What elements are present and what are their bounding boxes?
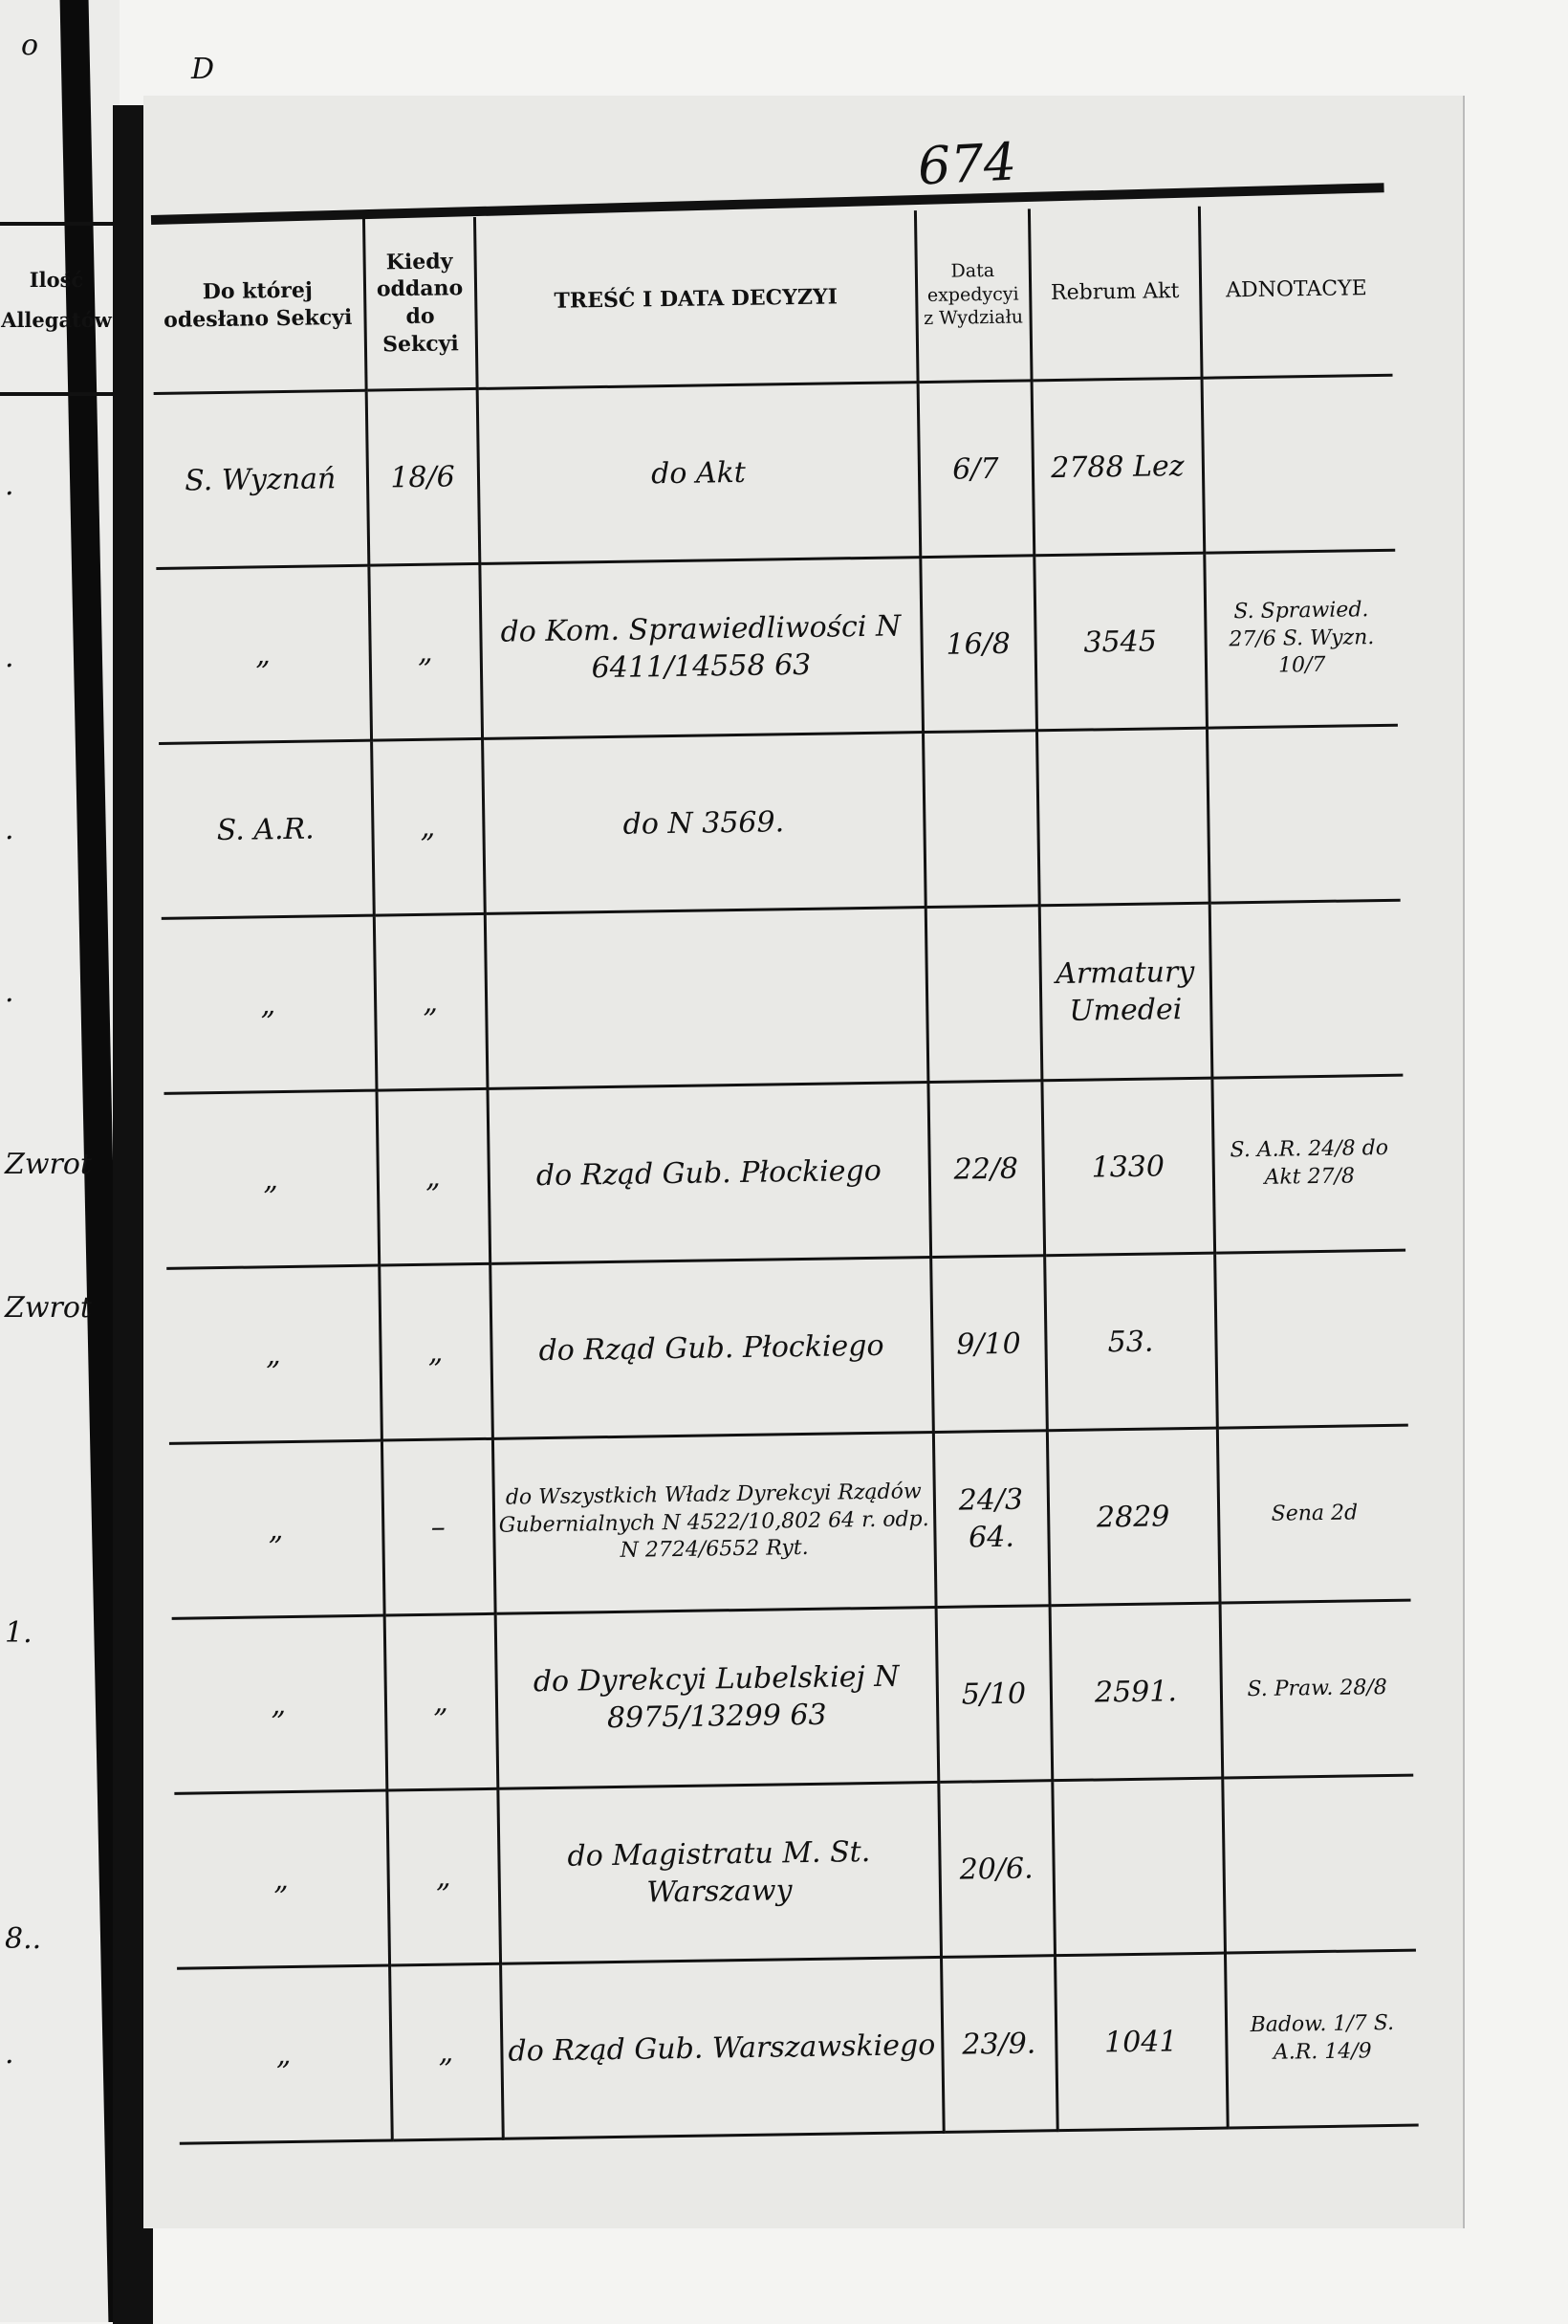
column-header-data-expedycyi: Data expedycyi z Wydziału [914, 208, 1032, 383]
left-page-note: . [5, 976, 14, 1009]
cell-kiedy: „ [386, 1788, 501, 1966]
table-row: „ „ do Magistratu M. St. Warszawy 20/6. [174, 1775, 1416, 1969]
cell-adnotacye [1222, 1775, 1416, 1954]
ledger-page [143, 96, 1465, 2228]
cell-sekcja: „ [161, 915, 377, 1094]
cell-adnotacye [1209, 900, 1404, 1079]
cell-tresc: do N 3569. [482, 732, 926, 914]
cell-kiedy: „ [376, 1088, 490, 1266]
column-header-sekcja: Do której odesłano Sekcyi [151, 218, 366, 394]
column-header-tresc: TREŚĆ I DATA DECYZYI [473, 210, 918, 389]
cell-tresc: do Dyrekcyi Lubelskiej N 8975/13299 63 [494, 1607, 939, 1789]
cell-adnotacye: S. A.R. 24/8 do Akt 27/8 [1211, 1075, 1406, 1254]
cell-tresc: do Wszystkich Władz Dyrekcyi Rządów Gube… [491, 1432, 936, 1614]
table-row: „ – do Wszystkich Władz Dyrekcyi Rządów Gu… [168, 1425, 1411, 1619]
left-page-note: 1. [5, 1616, 33, 1650]
cell-data-exp: 5/10 [935, 1605, 1053, 1783]
cell-kiedy: „ [368, 563, 483, 741]
cell-tresc: do Rząd Gub. Płockiego [487, 1082, 931, 1264]
cell-sekcja: „ [168, 1440, 384, 1619]
cell-kiedy: „ [383, 1613, 498, 1791]
left-page-rule [0, 392, 113, 396]
cell-rebrum: 2829 [1046, 1428, 1220, 1606]
cell-data-exp [923, 730, 1039, 908]
cell-tresc: do Rząd Gub. Płockiego [490, 1257, 933, 1439]
cell-kiedy: 18/6 [365, 388, 480, 566]
cell-sekcja: „ [177, 1965, 392, 2144]
table-row: S. A.R. „ do N 3569. [159, 725, 1401, 919]
cell-kiedy: „ [371, 738, 485, 916]
cell-sekcja: „ [166, 1265, 381, 1444]
cell-kiedy: – [381, 1438, 495, 1616]
cell-data-exp: 23/9. [941, 1955, 1057, 2133]
cell-kiedy: „ [389, 1963, 503, 2140]
cell-data-exp [925, 905, 1042, 1083]
column-header-kiedy: Kiedy oddano do Sekcyi [362, 216, 477, 391]
cell-rebrum [1035, 728, 1209, 906]
cell-data-exp: 24/3 64. [932, 1430, 1050, 1608]
decision-ledger-table: Do której odesłano Sekcyi Kiedy oddano d… [151, 203, 1419, 2145]
cell-kiedy: „ [379, 1263, 492, 1441]
table-row: „ „ do Rząd Gub. Warszawskiego 23/9. 1041 Bad… [177, 1950, 1419, 2144]
cell-adnotacye [1206, 725, 1401, 904]
table-row: „ „ Armatury Umedei [161, 900, 1404, 1094]
cell-rebrum: 2788 Lez [1031, 378, 1205, 556]
table-row: „ „ do Dyrekcyi Lubelskiej N 8975/13299 63… [171, 1600, 1414, 1794]
cell-data-exp: 16/8 [920, 555, 1036, 733]
table-row: „ „ do Rząd Gub. Płockiego 9/10 53. [166, 1250, 1408, 1444]
cell-kiedy: „ [373, 913, 488, 1091]
cell-tresc: do Akt [476, 382, 921, 564]
table-header-row: Do której odesłano Sekcyi Kiedy oddano d… [151, 203, 1393, 394]
cell-rebrum: 1041 [1054, 1953, 1228, 2131]
cell-data-exp: 20/6. [938, 1780, 1055, 1958]
cell-rebrum: Armatury Umedei [1038, 903, 1212, 1081]
left-page-note: . [5, 2037, 14, 2071]
cell-data-exp: 9/10 [930, 1255, 1047, 1433]
left-page-note: Zwrot [5, 1291, 92, 1325]
cell-rebrum: 53. [1044, 1253, 1217, 1431]
left-page-note: 8.. [5, 1922, 42, 1956]
cell-sekcja: „ [174, 1790, 390, 1969]
cell-tresc: do Magistratu M. St. Warszawy [497, 1782, 942, 1964]
cell-rebrum [1052, 1778, 1225, 1956]
table-row: S. Wyznań 18/6 do Akt 6/7 2788 Lez [153, 375, 1396, 569]
left-page-note: . [5, 813, 14, 846]
cell-rebrum: 2591. [1049, 1603, 1223, 1781]
cell-tresc [484, 907, 928, 1089]
cell-sekcja: „ [163, 1090, 380, 1269]
left-page-note: . [5, 469, 14, 502]
page-number: 674 [916, 131, 1018, 197]
cell-adnotacye: S. Sprawied. 27/6 S. Wyzn. 10/7 [1204, 550, 1398, 729]
cell-adnotacye: Badow. 1/7 S. A.R. 14/9 [1224, 1950, 1419, 2129]
table-row: „ „ do Rząd Gub. Płockiego 22/8 1330 S. A.R. … [163, 1075, 1406, 1269]
cell-data-exp: 22/8 [927, 1080, 1045, 1258]
left-page-note: Zwrot [5, 1148, 92, 1181]
corner-mark: D [191, 53, 215, 86]
cell-tresc: do Kom. Sprawiedliwości N 6411/14558 63 [479, 557, 924, 739]
cell-sekcja: S. A.R. [159, 740, 374, 919]
cell-adnotacye: Sena 2d [1216, 1425, 1411, 1604]
cell-adnotacye: S. Praw. 28/8 [1219, 1600, 1414, 1779]
cell-adnotacye [1201, 375, 1396, 554]
corner-mark: o [21, 29, 39, 62]
cell-sekcja: „ [156, 565, 372, 744]
cell-sekcja: S. Wyznań [153, 390, 369, 569]
cell-data-exp: 6/7 [917, 380, 1034, 558]
cell-sekcja: „ [171, 1615, 387, 1794]
table-row: „ „ do Kom. Sprawiedliwości N 6411/14558 6… [156, 550, 1398, 744]
cell-rebrum: 3545 [1034, 553, 1207, 731]
column-header-adnotacye: ADNOTACYE [1198, 203, 1393, 379]
cell-rebrum: 1330 [1041, 1078, 1215, 1256]
cell-adnotacye [1214, 1250, 1408, 1429]
left-page-rule [0, 222, 113, 226]
left-page-header: Ilość Allegatów [1, 268, 112, 332]
left-page-note: . [5, 641, 14, 674]
column-header-rebrum: Rebrum Akt [1028, 206, 1202, 381]
cell-tresc: do Rząd Gub. Warszawskiego [500, 1957, 944, 2139]
